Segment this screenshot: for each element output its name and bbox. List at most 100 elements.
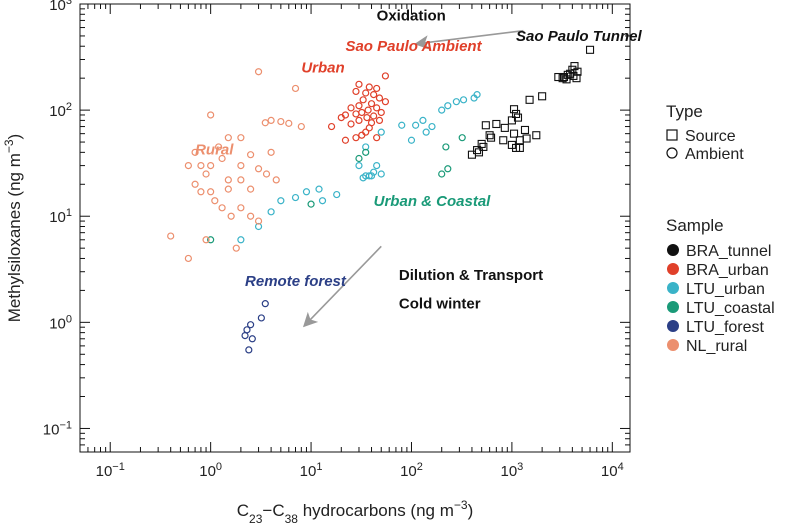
legend-sample-label: LTU_coastal xyxy=(686,300,775,317)
point-BRA_tunnel xyxy=(485,131,494,140)
point-NL_rural xyxy=(267,116,275,124)
point-NL_rural xyxy=(254,217,263,225)
legend-sample-marker xyxy=(667,282,679,294)
point-BRA_urban xyxy=(364,106,372,114)
point-LTU_coastal xyxy=(444,165,452,173)
legend-sample-label: LTU_urban xyxy=(686,281,765,298)
point-BRA_urban xyxy=(373,104,381,112)
point-BRA_tunnel xyxy=(522,134,531,143)
point-LTU_urban xyxy=(407,136,416,144)
point-BRA_urban xyxy=(352,134,360,142)
legend-sample-marker xyxy=(667,339,679,351)
point-LTU_urban xyxy=(419,116,427,124)
point-NL_rural xyxy=(207,188,215,196)
x-tick-label: 100 xyxy=(199,461,222,480)
point-LTU_urban xyxy=(333,190,341,199)
data-points xyxy=(167,45,595,354)
point-BRA_tunnel xyxy=(499,136,508,145)
point-BRA_urban xyxy=(381,72,390,80)
point-NL_rural xyxy=(297,122,305,131)
point-NL_rural xyxy=(207,111,215,119)
legend-type-label: Ambient xyxy=(685,146,744,163)
point-NL_rural xyxy=(237,204,245,212)
point-BRA_tunnel xyxy=(538,92,547,101)
point-BRA_urban xyxy=(377,108,385,117)
point-NL_rural xyxy=(254,165,263,173)
point-LTU_coastal xyxy=(307,200,315,208)
point-BRA_tunnel xyxy=(509,129,519,138)
point-NL_rural xyxy=(237,176,245,184)
point-BRA_urban xyxy=(367,100,376,108)
legend-sample-label: BRA_urban xyxy=(686,262,769,279)
point-BRA_tunnel xyxy=(562,75,571,84)
annotation: Oxidation xyxy=(377,7,446,24)
point-LTU_urban xyxy=(428,122,436,131)
point-BRA_tunnel xyxy=(513,113,523,122)
point-BRA_urban xyxy=(370,91,378,99)
point-LTU_urban xyxy=(377,128,385,136)
point-LTU_urban xyxy=(412,121,420,129)
legend-sample-label: BRA_tunnel xyxy=(686,243,771,260)
point-BRA_urban xyxy=(358,108,366,117)
point-NL_rural xyxy=(211,197,219,205)
point-NL_rural xyxy=(237,134,245,142)
legend-circle-marker xyxy=(666,147,678,159)
point-BRA_urban xyxy=(363,114,371,122)
point-BRA_urban xyxy=(341,136,350,144)
point-LTU_urban xyxy=(315,185,323,193)
point-BRA_urban xyxy=(359,96,367,104)
x-tick-label: 102 xyxy=(400,461,423,480)
point-BRA_tunnel xyxy=(500,123,509,132)
point-BRA_tunnel xyxy=(532,131,541,140)
y-tick-label: 101 xyxy=(49,207,72,226)
point-BRA_tunnel xyxy=(525,95,534,104)
legend-type-label: Source xyxy=(685,128,736,145)
point-LTU_urban xyxy=(398,121,406,129)
point-NL_rural xyxy=(261,119,269,127)
x-tick-label: 101 xyxy=(300,461,323,480)
point-BRA_tunnel xyxy=(572,74,581,83)
point-BRA_urban xyxy=(375,116,384,124)
point-LTU_urban xyxy=(359,174,367,182)
point-NL_rural xyxy=(224,134,232,142)
x-tick-label: 10−1 xyxy=(96,461,125,480)
point-LTU_urban xyxy=(267,208,275,216)
trend-arrows xyxy=(302,29,524,328)
point-BRA_tunnel xyxy=(487,133,496,142)
point-NL_rural xyxy=(247,151,255,159)
point-LTU_urban xyxy=(237,236,245,244)
point-LTU_urban xyxy=(355,161,363,170)
point-BRA_tunnel xyxy=(515,143,524,152)
point-NL_rural xyxy=(202,170,210,178)
annotations: Oxidation Sao Paulo Tunnel Sao Paulo Ambie… xyxy=(195,7,642,312)
point-LTU_urban xyxy=(452,98,460,106)
point-BRA_urban xyxy=(355,116,363,124)
legend-sample-marker xyxy=(667,301,679,313)
point-LTU_coastal xyxy=(355,154,363,163)
point-LTU_urban xyxy=(444,102,452,110)
point-BRA_tunnel xyxy=(585,45,595,54)
point-BRA_tunnel xyxy=(467,150,476,159)
point-BRA_urban xyxy=(373,134,381,142)
point-BRA_urban xyxy=(373,84,381,93)
point-NL_rural xyxy=(197,188,205,196)
legend-sample-label: LTU_forest xyxy=(686,319,765,336)
point-LTU_urban xyxy=(459,96,468,104)
y-tick-label: 100 xyxy=(49,313,72,332)
point-BRA_tunnel xyxy=(481,121,490,130)
point-NL_rural xyxy=(247,185,255,193)
x-tick-label: 103 xyxy=(500,461,523,480)
point-BRA_urban xyxy=(352,110,360,118)
point-BRA_urban xyxy=(355,80,363,88)
y-axis-title: Methylsiloxanes (ng m−3) xyxy=(2,134,24,322)
point-NL_rural xyxy=(218,204,226,212)
legend-sample: Sample BRA_tunnel BRA_urban LTU_urban LTU_co… xyxy=(666,216,775,355)
legend-sample-label: NL_rural xyxy=(686,338,747,355)
point-BRA_urban xyxy=(358,131,366,139)
point-BRA_tunnel xyxy=(520,125,530,135)
annotation: Sao Paulo Tunnel xyxy=(516,28,642,45)
x-axis-title: C23−C38 hydrocarbons (ng m−3) xyxy=(237,498,473,524)
legend-type-title: Type xyxy=(666,102,703,121)
point-BRA_tunnel xyxy=(554,72,563,82)
